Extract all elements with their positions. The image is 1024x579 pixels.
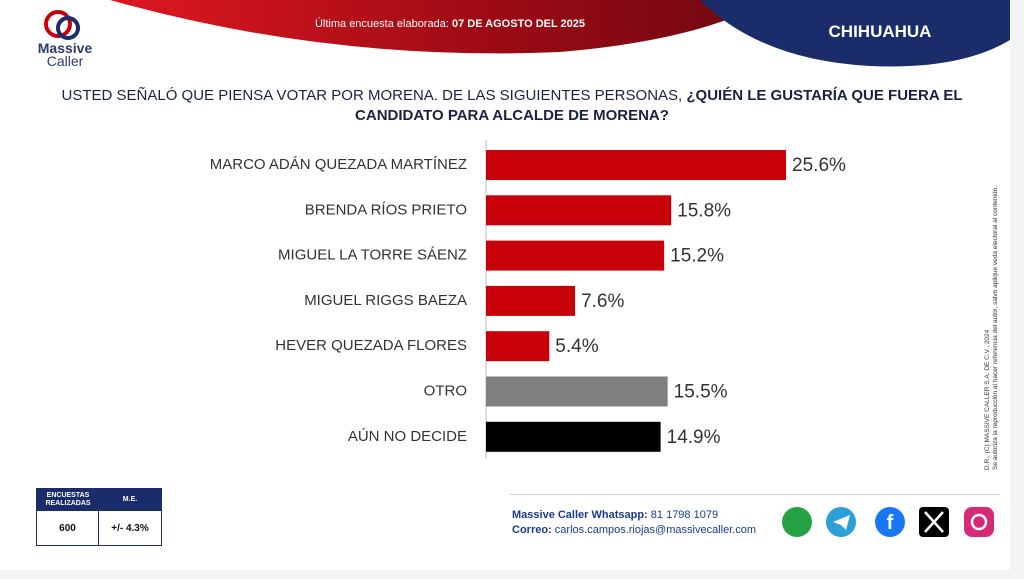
navy-banner	[700, 0, 1010, 67]
bar	[486, 150, 787, 180]
whatsapp-icon[interactable]	[782, 507, 812, 537]
footer-rule	[510, 494, 1000, 495]
svg-text:f: f	[887, 512, 894, 534]
category-label: BRENDA RÍOS PRIETO	[305, 201, 467, 218]
bar	[486, 376, 668, 407]
survey-note: Última encuesta elaborada: 07 DE AGOSTO …	[250, 18, 650, 30]
table-header: ENCUESTAS REALIZADAS	[37, 489, 99, 511]
instagram-icon[interactable]	[964, 507, 994, 537]
category-label: OTRO	[424, 382, 467, 399]
email: carlos.campos.riojas@massivecaller.com	[554, 524, 757, 536]
value-label: 14.9%	[667, 427, 721, 448]
chart-title: USTED SEÑALÓ QUE PIENSA VOTAR POR MORENA…	[50, 86, 974, 126]
title-text: USTED SEÑALÓ QUE PIENSA VOTAR POR MORENA…	[61, 87, 683, 104]
contact: Massive Caller Whatsapp: 81 1798 1079 Co…	[512, 508, 756, 538]
value-label: 5.4%	[555, 336, 598, 357]
value-label: 25.6%	[792, 155, 846, 176]
region: CHIHUAHUA	[828, 22, 932, 41]
red-banner	[110, 0, 770, 54]
brand: Massive Caller	[30, 40, 100, 69]
copyright: D.R., (C) MASSIVE CALLER S.A. DE C.V., 2…	[984, 329, 991, 470]
brand-line: Caller	[46, 53, 84, 69]
value-label: 15.8%	[677, 200, 731, 221]
logo	[44, 10, 80, 40]
slide: Massive Caller Última encuesta elaborada…	[0, 0, 1010, 570]
category-label: AÚN NO DECIDE	[348, 428, 467, 445]
sample-table: ENCUESTAS REALIZADAS M.E. 600 +/- 4.3%	[36, 488, 162, 546]
facebook-icon[interactable]	[875, 507, 905, 537]
email-line: Correo: carlos.campos.riojas@massivecall…	[512, 523, 756, 538]
side-text: D.R., (C) MASSIVE CALLER S.A. DE C.V., 2…	[984, 120, 1000, 470]
category-label: MIGUEL RIGGS BAEZA	[304, 292, 467, 309]
bar	[486, 285, 576, 316]
chart: MARCO ADÁN QUEZADA MARTÍNEZ 25.6% BRENDA R…	[210, 140, 846, 458]
email-label: Correo:	[512, 524, 552, 536]
table-cell: +/- 4.3%	[111, 522, 149, 534]
social-icons: f	[782, 507, 994, 537]
whatsapp-label: Massive Caller Whatsapp:	[512, 509, 648, 521]
bar	[486, 195, 672, 226]
bar	[486, 331, 550, 362]
survey-date: 07 DE AGOSTO DEL 2025	[451, 18, 586, 30]
value-label: 15.2%	[670, 246, 724, 267]
category-label: MARCO ADÁN QUEZADA MARTÍNEZ	[210, 156, 467, 173]
category-label: MIGUEL LA TORRE SÁENZ	[278, 247, 467, 264]
survey-label: Última encuesta elaborada:	[314, 18, 449, 30]
bar	[486, 421, 661, 452]
value-label: 7.6%	[581, 291, 624, 312]
whatsapp: 81 1798 1079	[650, 509, 719, 521]
header-shapes	[44, 0, 1010, 67]
side-note: D.R., (C) MASSIVE CALLER S.A. DE C.V., 2…	[984, 120, 1000, 470]
bar	[486, 240, 665, 271]
value-label: 15.5%	[674, 382, 728, 403]
whatsapp-line: Massive Caller Whatsapp: 81 1798 1079	[512, 508, 756, 523]
brand-line: Massive	[37, 40, 93, 56]
table-header: M.E.	[99, 489, 161, 511]
table-cell: 600	[37, 511, 99, 545]
category-label: HEVER QUEZADA FLORES	[275, 337, 467, 354]
permission: Se autoriza la reproducción al hacer ref…	[992, 185, 999, 470]
title-emphasis: ¿QUIÉN LE GUSTARÍA QUE FUERA EL CANDIDAT…	[355, 87, 963, 124]
